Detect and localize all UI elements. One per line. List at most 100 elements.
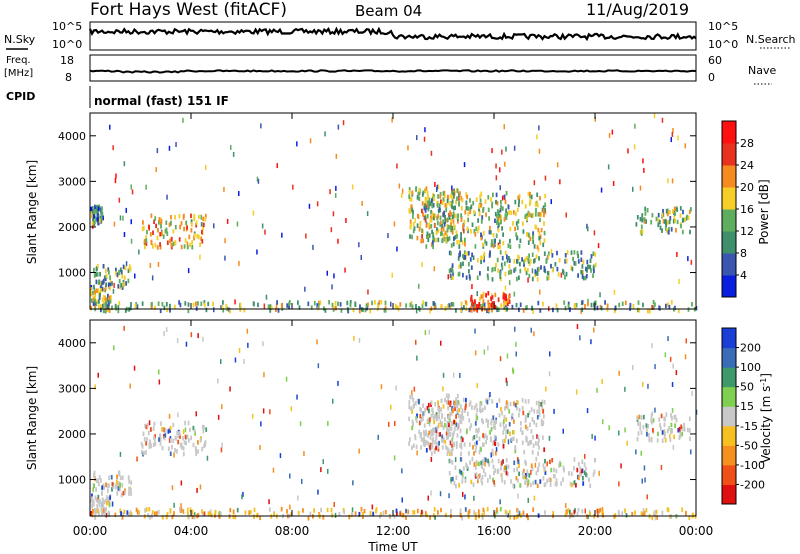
data-point — [170, 242, 173, 248]
data-point — [182, 509, 185, 514]
data-point — [637, 300, 640, 305]
data-point — [492, 477, 494, 483]
colorbar-frame — [721, 327, 737, 505]
data-point — [659, 426, 662, 431]
data-point — [161, 515, 164, 520]
data-point — [505, 417, 508, 422]
data-point — [463, 228, 465, 234]
data-point — [542, 435, 544, 440]
data-point — [450, 267, 452, 273]
data-point — [449, 201, 451, 207]
data-point — [286, 509, 288, 514]
data-point — [275, 303, 278, 309]
data-point — [128, 265, 131, 271]
data-point — [676, 252, 678, 257]
data-point — [500, 219, 502, 225]
data-point — [203, 425, 205, 430]
data-point — [491, 267, 494, 273]
data-point — [457, 213, 459, 218]
data-point — [576, 467, 579, 473]
data-point — [405, 303, 407, 308]
data-point — [105, 301, 107, 306]
data-point — [379, 514, 381, 519]
data-point — [493, 470, 495, 476]
data-point — [169, 238, 171, 244]
data-point — [253, 301, 255, 307]
data-point — [105, 506, 107, 512]
data-point — [217, 378, 219, 384]
data-point — [449, 227, 452, 232]
data-point — [439, 491, 442, 497]
data-point — [662, 219, 665, 224]
data-point — [458, 192, 460, 197]
data-point — [474, 421, 477, 426]
data-point — [483, 251, 486, 257]
data-point — [442, 219, 444, 224]
data-point — [309, 138, 312, 144]
data-point — [479, 198, 482, 203]
data-point — [477, 509, 480, 514]
data-point — [542, 414, 545, 419]
data-point — [186, 244, 189, 250]
data-point — [201, 229, 203, 235]
data-point — [117, 308, 120, 314]
noise-right-tick-top: 10^5 — [708, 20, 738, 33]
data-point — [570, 482, 573, 488]
data-point — [432, 203, 435, 208]
data-point — [460, 217, 463, 222]
data-point — [412, 214, 414, 219]
data-point — [358, 337, 361, 343]
data-point — [454, 235, 457, 240]
data-point — [533, 495, 536, 501]
data-point — [99, 271, 101, 277]
data-point — [446, 400, 448, 405]
data-point — [97, 288, 100, 293]
data-point — [450, 212, 453, 217]
data-point — [226, 218, 229, 224]
data-point — [428, 430, 431, 436]
data-point — [661, 430, 664, 435]
data-point — [519, 302, 522, 307]
data-point — [665, 303, 667, 309]
data-point — [490, 452, 492, 458]
data-point — [468, 418, 471, 423]
data-point — [372, 511, 375, 517]
data-point — [632, 186, 634, 192]
data-point — [525, 438, 528, 443]
data-point — [96, 272, 99, 277]
data-point — [476, 304, 478, 309]
data-point — [670, 413, 672, 418]
data-point — [437, 510, 439, 515]
beam-label: Beam 04 — [355, 2, 422, 20]
data-point — [526, 213, 529, 218]
data-point — [430, 431, 433, 436]
data-point — [197, 333, 199, 339]
data-point — [130, 184, 132, 190]
data-point — [418, 429, 421, 435]
data-point — [123, 232, 126, 237]
data-point — [95, 267, 98, 272]
data-point — [504, 509, 507, 515]
data-point — [92, 508, 94, 514]
data-point — [551, 458, 554, 463]
data-point — [260, 421, 262, 427]
data-point — [351, 184, 354, 190]
data-point — [624, 386, 626, 392]
data-point — [97, 212, 100, 218]
freq-panel-frame — [89, 54, 697, 82]
data-point — [169, 428, 171, 433]
data-point — [424, 188, 427, 193]
data-point — [424, 330, 427, 335]
data-point — [435, 237, 437, 243]
data-point — [151, 244, 154, 249]
data-point — [499, 506, 502, 512]
data-point — [474, 328, 476, 334]
data-point — [430, 490, 432, 496]
data-point — [432, 513, 435, 518]
data-point — [423, 136, 426, 142]
data-point — [514, 199, 517, 205]
data-point — [495, 163, 497, 169]
data-point — [547, 251, 550, 256]
data-point — [420, 512, 422, 518]
data-point — [573, 250, 576, 255]
